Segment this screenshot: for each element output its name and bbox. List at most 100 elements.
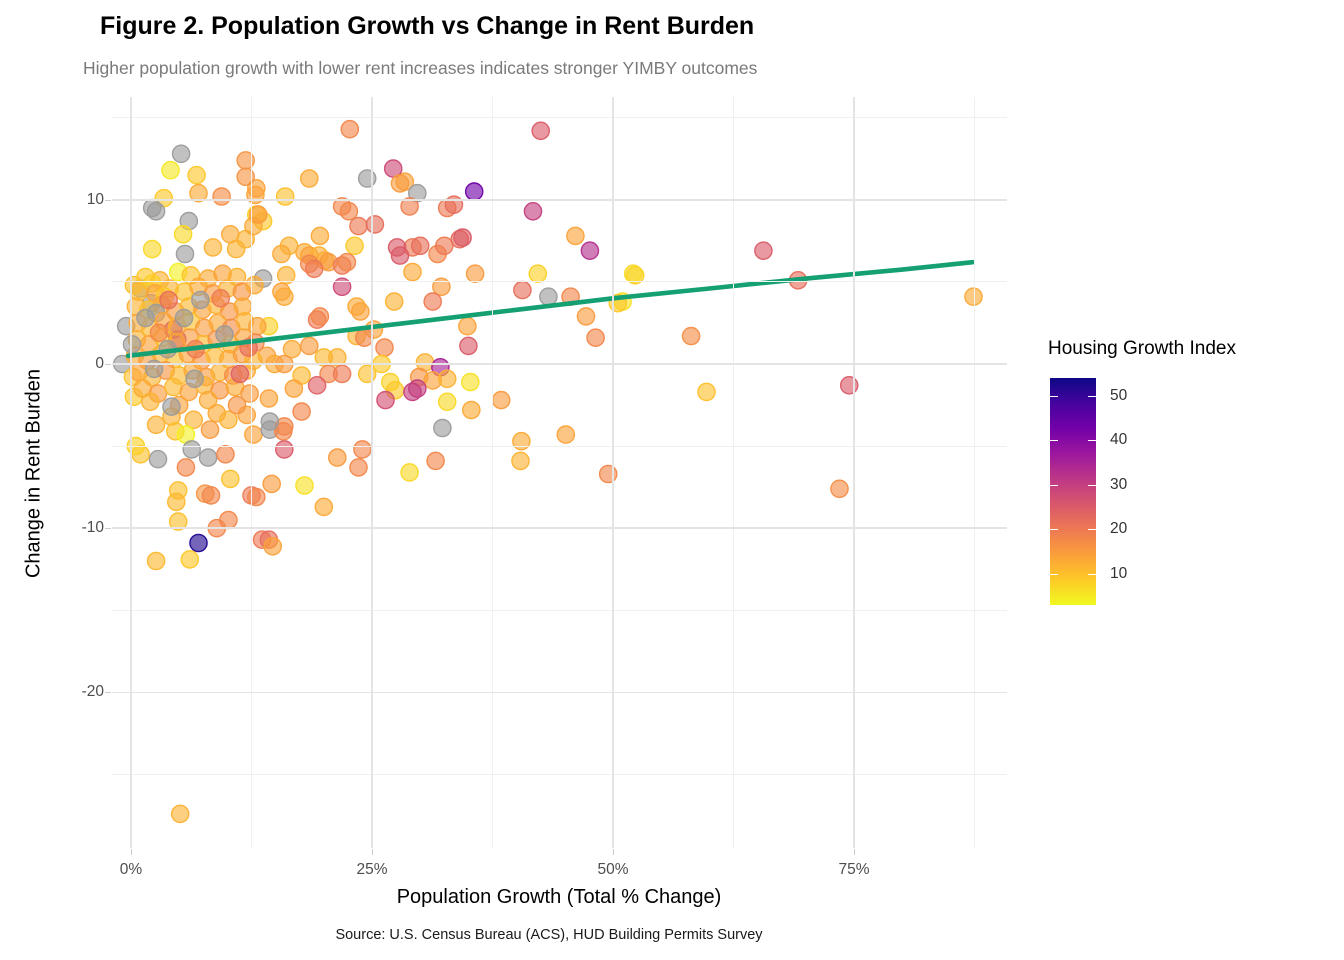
- data-point: [523, 202, 543, 221]
- y-minor-gridline: [112, 609, 1007, 611]
- data-point: [226, 239, 246, 259]
- data-point: [167, 492, 186, 512]
- data-point: [400, 197, 419, 216]
- data-point: [623, 264, 643, 283]
- data-point: [140, 392, 160, 412]
- data-point: [216, 444, 235, 464]
- data-point: [149, 323, 169, 343]
- data-point: [219, 410, 238, 430]
- data-point: [403, 382, 422, 402]
- legend-title: Housing Growth Index: [1048, 338, 1236, 359]
- data-point: [307, 375, 327, 395]
- data-point: [830, 479, 849, 499]
- data-point: [310, 226, 330, 246]
- legend-tick-mark-right: [1088, 395, 1096, 397]
- source-caption: Source: U.S. Census Bureau (ACS), HUD Bu…: [335, 927, 763, 943]
- data-point: [136, 308, 155, 328]
- data-point: [461, 400, 481, 420]
- data-point: [198, 448, 218, 467]
- legend-tick-label: 50: [1110, 386, 1128, 404]
- data-point: [345, 236, 364, 256]
- plot-panel: [112, 97, 1007, 848]
- x-major-gridline: [371, 97, 373, 848]
- x-axis-tick-label: 25%: [356, 861, 388, 878]
- x-axis-tick-label: 75%: [838, 861, 870, 878]
- data-point: [512, 431, 531, 451]
- data-point: [215, 325, 234, 344]
- legend-tick-label: 20: [1110, 520, 1128, 538]
- legend-tick-label: 10: [1110, 564, 1128, 582]
- data-point: [259, 389, 279, 408]
- y-major-gridline: [112, 527, 1007, 529]
- data-point: [295, 476, 314, 495]
- data-point: [349, 458, 368, 477]
- data-point: [465, 264, 485, 283]
- data-point: [299, 169, 319, 188]
- data-point: [531, 121, 551, 141]
- legend-tick-mark-right: [1088, 484, 1096, 486]
- y-axis-tick: [105, 199, 111, 201]
- data-point: [198, 390, 218, 410]
- y-axis-tick-label: 0: [95, 355, 104, 372]
- chart-title: Figure 2. Population Growth vs Change in…: [100, 12, 755, 40]
- data-point: [539, 287, 558, 306]
- legend: Housing Growth Index 50 40 30 20 10: [1048, 338, 1338, 605]
- y-major-gridline: [112, 691, 1007, 694]
- x-axis-tick: [372, 849, 373, 855]
- data-point: [576, 307, 596, 326]
- data-point: [458, 316, 477, 336]
- data-point: [246, 487, 266, 507]
- x-axis-tick: [613, 849, 614, 855]
- data-point: [189, 533, 208, 553]
- y-minor-gridline: [112, 445, 1007, 447]
- x-minor-gridline: [251, 97, 252, 848]
- data-point: [511, 451, 530, 471]
- y-minor-gridline: [112, 281, 1007, 283]
- x-axis-tick-label: 50%: [597, 861, 629, 878]
- legend-tick-mark-right: [1088, 440, 1096, 442]
- data-point: [353, 440, 372, 459]
- y-minor-gridline: [112, 774, 1007, 775]
- data-point: [211, 288, 230, 308]
- data-point: [244, 425, 263, 444]
- x-minor-gridline: [974, 97, 975, 848]
- data-point: [164, 377, 183, 397]
- data-point: [340, 119, 360, 139]
- data-point: [262, 474, 281, 494]
- data-point: [464, 182, 484, 201]
- y-major-gridline: [112, 363, 1007, 365]
- data-point: [212, 187, 231, 206]
- x-axis-tick-label: 0%: [119, 861, 143, 878]
- data-point: [260, 412, 280, 431]
- data-point: [437, 369, 457, 389]
- data-point: [426, 451, 445, 471]
- y-axis-tick-label: -10: [81, 519, 104, 537]
- x-axis-tick: [854, 849, 855, 855]
- data-point: [274, 440, 294, 459]
- legend-tick-mark-left: [1050, 529, 1058, 531]
- scatter-plot: [112, 119, 983, 824]
- data-point: [182, 440, 201, 459]
- data-point: [339, 202, 359, 221]
- data-point: [376, 390, 395, 410]
- data-point: [146, 202, 166, 221]
- data-point: [246, 185, 265, 205]
- data-point: [586, 328, 605, 347]
- y-axis-tick-label: 10: [86, 190, 104, 208]
- legend-tick-label: 30: [1110, 475, 1128, 493]
- data-point: [162, 397, 181, 417]
- data-point: [453, 228, 472, 247]
- data-point: [173, 224, 193, 244]
- legend-tick-label: 40: [1110, 431, 1128, 449]
- data-point: [697, 382, 716, 402]
- data-point: [410, 236, 430, 256]
- data-point: [200, 420, 220, 440]
- data-point: [304, 259, 324, 279]
- data-point: [274, 287, 294, 306]
- data-point: [184, 410, 203, 430]
- data-point: [681, 326, 701, 346]
- x-major-gridline: [853, 97, 855, 848]
- legend-tick-mark-left: [1050, 395, 1058, 397]
- data-point: [240, 384, 259, 403]
- legend-tick-mark-right: [1088, 529, 1096, 531]
